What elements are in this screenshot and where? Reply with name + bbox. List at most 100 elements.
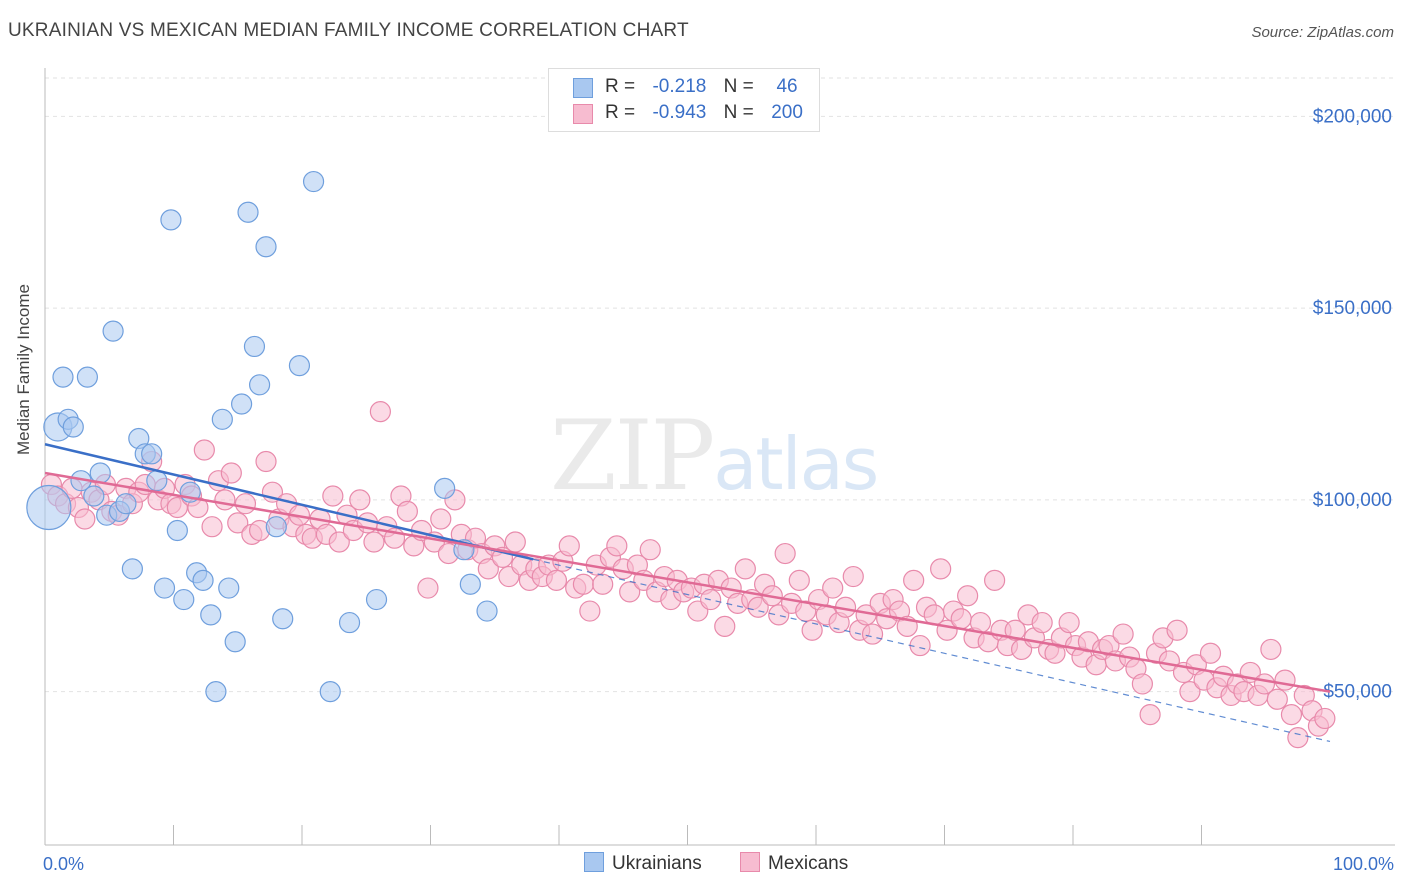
data-point-mexicans — [592, 573, 614, 595]
data-point-mexicans — [861, 623, 884, 645]
data-point-mexicans — [842, 565, 864, 588]
bottom-legend-mexicans: Mexicans — [740, 852, 848, 875]
data-point-mexicans — [328, 531, 350, 553]
data-point-mexicans — [396, 500, 418, 522]
data-point-mexicans — [369, 401, 391, 423]
data-point-ukrainians — [243, 335, 266, 358]
data-point-ukrainians — [153, 577, 176, 599]
data-point-mexicans — [1131, 673, 1153, 695]
data-point-mexicans — [1314, 707, 1336, 730]
data-point-ukrainians — [26, 484, 72, 531]
data-point-mexicans — [1260, 638, 1282, 661]
data-point-mexicans — [950, 608, 972, 630]
data-point-mexicans — [558, 535, 580, 557]
bottom-legend-ukrainians: Ukrainians — [584, 852, 702, 875]
data-point-mexicans — [957, 585, 979, 607]
data-point-mexicans — [255, 450, 277, 473]
legend-r-label: R = — [605, 102, 636, 123]
data-point-mexicans — [201, 516, 223, 538]
data-point-mexicans — [1266, 688, 1288, 710]
data-point-ukrainians — [248, 374, 271, 396]
data-point-mexicans — [417, 577, 439, 599]
data-point-mexicans — [572, 573, 595, 595]
watermark-atlas: atlas — [713, 422, 879, 506]
data-point-mexicans — [606, 535, 628, 557]
x-tick-label: 0.0% — [43, 854, 84, 874]
data-point-mexicans — [1139, 704, 1161, 726]
data-point-mexicans — [714, 615, 736, 638]
data-point-mexicans — [193, 439, 215, 461]
data-point-ukrainians — [255, 236, 277, 258]
y-tick-label: $50,000 — [1323, 682, 1392, 703]
data-point-ukrainians — [115, 493, 137, 515]
data-point-mexicans — [579, 600, 601, 622]
legend-r-label: R = — [605, 76, 636, 97]
legend-n-label: N = — [723, 102, 754, 123]
data-point-ukrainians — [237, 201, 259, 223]
data-point-mexicans — [1166, 619, 1188, 641]
legend-n-value: 46 — [776, 76, 798, 97]
data-point-mexicans — [477, 558, 499, 580]
bottom-legend-swatch-mexicans — [740, 852, 760, 872]
legend-r-value: -0.943 — [652, 102, 707, 123]
data-point-mexicans — [1031, 611, 1053, 634]
legend-swatch-ukrainians — [573, 78, 593, 98]
y-tick-label: $100,000 — [1313, 490, 1392, 511]
data-point-ukrainians — [200, 604, 222, 626]
data-point-ukrainians — [338, 611, 361, 634]
data-point-mexicans — [1287, 727, 1309, 749]
data-point-mexicans — [1274, 669, 1296, 691]
legend-swatch-mexicans — [573, 104, 593, 124]
data-point-ukrainians — [173, 588, 195, 611]
data-point-mexicans — [74, 508, 96, 530]
trend-line-ukrainians-extension — [533, 558, 1331, 743]
bottom-legend-label-ukrainians: Ukrainians — [612, 853, 702, 874]
trend-line-ukrainians — [44, 443, 534, 561]
data-point-mexicans — [363, 531, 385, 553]
y-axis-label: Median Family Income — [14, 283, 33, 455]
chart-title: UKRAINIAN VS MEXICAN MEDIAN FAMILY INCOM… — [8, 20, 689, 41]
data-point-ukrainians — [166, 519, 188, 542]
data-point-mexicans — [619, 581, 641, 603]
data-point-mexicans — [1058, 611, 1080, 634]
data-point-mexicans — [504, 531, 526, 553]
data-point-ukrainians — [302, 170, 325, 193]
watermark-zip: ZIP — [550, 400, 715, 512]
legend-text-ukrainians: R = -0.218 N = 46 — [605, 76, 815, 98]
data-point-mexicans — [430, 508, 452, 530]
legend-n-value: 200 — [771, 102, 803, 123]
y-tick-label: $200,000 — [1313, 106, 1392, 127]
bottom-legend-swatch-ukrainians — [584, 852, 604, 872]
data-point-mexicans — [903, 569, 925, 591]
data-point-mexicans — [1199, 642, 1222, 664]
bottom-legend-label-mexicans: Mexicans — [768, 853, 849, 874]
y-tick-label: $150,000 — [1313, 298, 1392, 319]
data-point-ukrainians — [160, 209, 182, 231]
data-point-ukrainians — [205, 680, 227, 703]
data-point-mexicans — [822, 577, 844, 599]
data-point-mexicans — [1004, 619, 1026, 641]
data-point-ukrainians — [141, 443, 163, 465]
data-point-mexicans — [639, 539, 661, 561]
data-point-mexicans — [1280, 704, 1303, 726]
data-point-mexicans — [322, 485, 344, 507]
data-point-ukrainians — [76, 366, 99, 388]
data-point-mexicans — [545, 569, 568, 591]
data-point-ukrainians — [319, 680, 341, 703]
data-point-mexicans — [1112, 623, 1134, 645]
data-point-mexicans — [788, 569, 810, 591]
data-point-ukrainians — [62, 416, 84, 438]
data-point-ukrainians — [83, 485, 105, 507]
data-point-mexicans — [220, 462, 242, 484]
data-point-ukrainians — [224, 631, 246, 653]
data-point-ukrainians — [211, 408, 233, 430]
data-point-mexicans — [930, 558, 952, 580]
data-point-mexicans — [234, 493, 257, 515]
source-label: Source: ZipAtlas.com — [1251, 24, 1394, 41]
data-point-mexicans — [969, 611, 992, 634]
data-point-ukrainians — [231, 393, 253, 415]
data-point-mexicans — [227, 512, 249, 534]
data-point-ukrainians — [146, 470, 168, 492]
legend-r-value: -0.218 — [652, 76, 707, 97]
